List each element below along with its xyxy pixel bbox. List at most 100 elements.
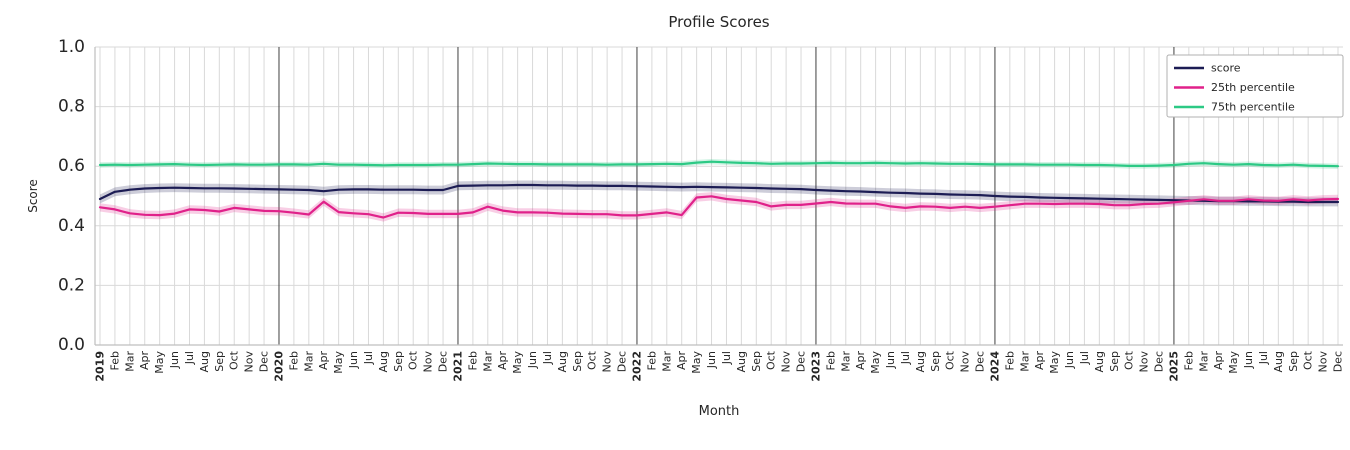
x-tick-label: May [869,351,882,374]
x-tick-label: Nov [1138,351,1151,373]
x-tick-label: Jun [884,351,897,369]
x-tick-label: Nov [601,351,614,373]
x-tick-label: Aug [1093,351,1106,372]
x-tick-label: Jul [720,351,733,365]
x-tick-label: Aug [914,351,927,372]
y-tick-label: 0.8 [58,97,85,117]
y-tick-label: 1.0 [58,37,85,57]
line-25th-percentile [98,195,1340,219]
x-tick-label: Jul [1078,351,1091,365]
x-tick-label: Jun [1063,351,1076,369]
x-tick-label: Sep [213,351,226,372]
x-tick-label: Nov [959,351,972,373]
x-tick-label: Apr [1033,351,1046,371]
x-tick-label: Oct [407,350,420,370]
x-tick-label: Feb [466,351,479,370]
x-tick-label: Mar [660,351,673,372]
x-tick-label: Jun [526,351,539,369]
x-tick-label: Aug [198,351,211,372]
x-axis-label: Month [699,404,740,419]
x-tick-label: Dec [974,351,987,372]
legend-label-25th-percentile: 25th percentile [1211,81,1295,94]
chart-title: Profile Scores [668,13,769,31]
x-tick-label: Dec [1153,351,1166,372]
x-tick-label: Dec [616,351,629,372]
x-tick-label: 2021 [452,351,465,382]
x-tick-label: Dec [795,351,808,372]
x-tick-label: Oct [1123,350,1136,370]
x-tick-label: Apr [854,351,867,371]
x-tick-label: Oct [944,350,957,370]
x-tick-label: Mar [302,351,315,372]
x-tick-label: Aug [735,351,748,372]
x-tick-label: Feb [108,351,121,370]
x-tick-label: Sep [750,351,763,372]
x-tick-label: Dec [258,351,271,372]
x-tick-label: Jul [362,351,375,365]
x-tick-label: Feb [645,351,658,370]
line-score [98,183,1340,204]
x-tick-label: Oct [765,350,778,370]
band-75th-percentile [100,159,1338,169]
x-tick-label: May [1048,351,1061,374]
x-tick-label: Nov [1317,351,1330,373]
x-tick-label: Oct [1302,350,1315,370]
x-tick-label: 2023 [810,351,823,382]
x-tick-label: 2022 [631,351,644,382]
band-score [100,180,1338,207]
x-tick-label: Feb [824,351,837,370]
x-tick-label: Nov [243,351,256,373]
x-tick-label: Mar [123,351,136,372]
y-tick-label: 0.6 [58,156,85,176]
x-tick-label: Oct [228,350,241,370]
x-tick-label: Sep [1287,351,1300,372]
x-tick-label: Feb [287,351,300,370]
x-tick-label: Apr [675,351,688,371]
x-tick-label: May [1227,351,1240,374]
y-tick-label: 0.4 [58,216,85,236]
x-tick-label: Dec [1332,351,1345,372]
x-tick-label: May [153,351,166,374]
legend-box [1166,54,1344,118]
x-tick-label: Jul [183,351,196,365]
x-tick-label: 2025 [1167,351,1180,382]
x-tick-label: Jul [899,351,912,365]
confidence-bands [100,159,1338,222]
x-tick-label: 2020 [273,351,286,382]
grid-lines [94,46,1343,346]
x-tick-label: Aug [1272,351,1285,372]
x-tick-label: Sep [929,351,942,372]
x-tick-label: Sep [392,351,405,372]
x-tick-label: Sep [571,351,584,372]
x-tick-label: 2024 [988,351,1001,382]
band-25th-percentile [100,192,1338,222]
x-tick-label: Dec [437,351,450,372]
x-tick-label: Sep [1108,351,1121,372]
line-75th-percentile [98,160,1340,168]
y-tick-label: 0.0 [58,335,85,355]
x-tick-label: Mar [839,351,852,372]
x-tick-label: 2019 [94,351,107,382]
x-tick-label: Nov [780,351,793,373]
x-tick-label: Apr [138,351,151,371]
y-axis-label: Score [26,179,40,213]
y-tick-label: 0.2 [58,275,85,295]
x-tick-label: Jun [1242,351,1255,369]
x-tick-label: May [511,351,524,374]
legend-label-75th-percentile: 75th percentile [1211,101,1295,114]
x-tick-label: May [690,351,703,374]
x-tick-label: Apr [1212,351,1225,371]
x-tick-label: Jun [168,351,181,369]
x-tick-label: Feb [1182,351,1195,370]
x-tick-label: Jun [705,351,718,369]
legend: score 25th percentile 75th percentile [1166,54,1344,118]
x-tick-label: Jun [347,351,360,369]
x-tick-label: Jul [541,351,554,365]
x-tick-label: May [332,351,345,374]
series-lines [98,160,1340,219]
x-tick-label: Feb [1003,351,1016,370]
x-tick-label: Jul [1257,351,1270,365]
